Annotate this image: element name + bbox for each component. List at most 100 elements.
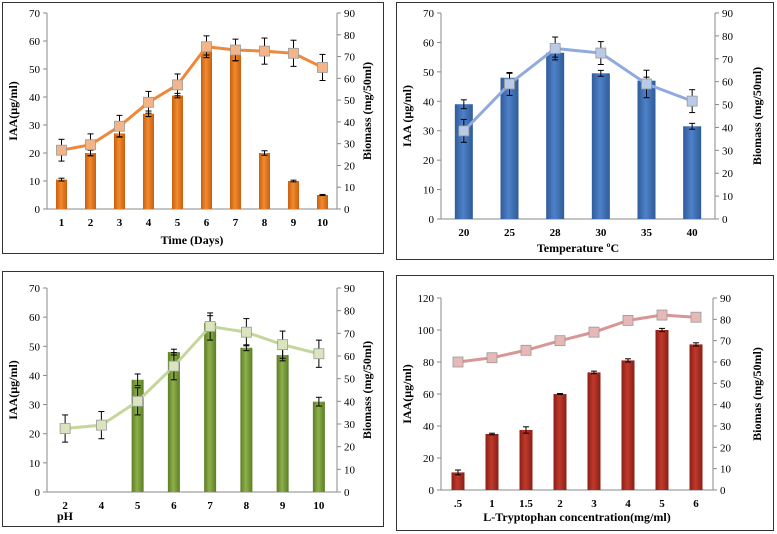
biomass-point [114,120,125,132]
y-tick-label: 30 [29,400,41,412]
x-tick-label: 28 [550,227,562,239]
biomass-point [259,45,270,57]
biomass-point [132,395,144,407]
x-tick-label: 3 [591,498,597,510]
x-tick-label: 6 [693,498,699,510]
x-tick-label: 6 [204,217,210,229]
biomass-point [317,62,328,73]
y2-tick-label: 40 [720,400,732,412]
y2-tick-label: 80 [344,30,356,42]
biomass-point [690,311,702,323]
biomass-point [549,43,561,54]
bar [519,430,533,490]
bar [689,344,703,490]
y2-tick-label: 60 [722,77,734,89]
y2-tick-label: 0 [344,204,350,216]
y-tick-label: 20 [29,148,41,160]
biomass-point [520,344,532,356]
y-tick-label: 30 [423,126,435,138]
y-axis-title: IAA(µg/ml) [6,360,20,420]
biomass-point [313,348,325,360]
biomass-point [686,95,698,107]
x-tick-label: 5 [659,498,665,510]
y2-tick-label: 90 [344,283,356,295]
y2-tick-label: 10 [344,182,356,194]
bar [683,126,702,219]
y-tick-label: 100 [418,325,435,337]
tryptophan-chart: 0 20 40 60 80 100 120 0 10 20 30 40 50 60 70 80 90 .5 1 1.5… [400,293,764,524]
y2-tick-label: 60 [344,351,356,363]
x-tick-label: 25 [504,227,516,239]
bar [201,49,212,210]
y-tick-label: 0 [429,214,435,226]
y2-tick-label: 0 [720,485,726,497]
biomass-point [486,352,498,364]
y2-tick-label: 70 [344,328,356,340]
y2-tick-label: 10 [720,464,732,476]
x-tick-label: 5 [135,500,141,512]
x-tick-label: 30 [595,227,607,239]
bar [591,73,610,219]
x-tick-label: 7 [207,500,213,512]
y-tick-label: 70 [29,8,41,20]
bar [621,360,635,490]
bar [114,133,125,209]
biomass-point [656,309,668,321]
biomass-point [143,96,154,108]
biomass-point [641,78,652,90]
y2-axis-title: Biomass (mg/50ml) [750,67,764,165]
x-tick-label: 4 [99,500,105,512]
bar [485,434,499,490]
y-tick-label: 60 [29,36,41,48]
y-tick-label: 10 [29,458,41,470]
y2-tick-label: 80 [344,306,356,318]
biomass-point [85,139,96,151]
biomass-point [95,419,107,431]
x-tick-label: 2 [88,217,94,229]
y2-tick-label: 30 [722,145,734,157]
x-axis-title: L-Tryptophan concentration(mg/ml) [483,510,670,524]
y2-tick-label: 0 [722,214,728,226]
bar [85,153,96,209]
y2-tick-label: 40 [344,117,356,129]
biomass-point [230,44,241,56]
y2-tick-label: 60 [720,357,732,369]
y-axis-title: IAA(µg/ml) [400,364,414,424]
y-tick-label: 10 [29,176,41,188]
temperature-chart: 0 10 20 30 40 50 60 70 0 10 20 30 40 50 60 70 80 90 20 25 28… [400,8,764,255]
y-tick-label: 40 [423,96,435,108]
y-tick-label: 50 [423,67,435,79]
x-tick-label: 5 [175,217,181,229]
biomass-point [452,356,464,368]
y-axis-title: IAA (µg/ml) [400,85,414,147]
chart-panel-ph: 0 10 20 30 40 50 60 70 0 10 20 30 40 50 60 70 80 90 2 4 5 6 7 8… [2,271,384,527]
x-tick-label: 3 [117,217,123,229]
y-axis-title: IAA(µg/ml) [6,81,20,141]
biomass-line [457,313,697,364]
biomass-point [59,423,71,434]
x-tick-label: 20 [458,227,470,239]
y-tick-label: 70 [423,8,435,20]
y2-tick-label: 70 [722,54,734,66]
y2-axis-title: Biomass (mg/50ml) [360,62,374,160]
y-tick-label: 120 [418,293,435,305]
x-tick-label: .5 [454,498,463,510]
x-tick-label: 40 [687,227,699,239]
x-tick-label: 1 [59,217,65,229]
bar [230,55,241,209]
bar [587,372,601,490]
x-tick-label: 4 [146,217,152,229]
x-tick-label: 7 [233,217,239,229]
x-axis-title: Time (Days) [161,233,224,247]
y-tick-label: 50 [29,64,41,76]
y-tick-label: 40 [29,370,41,382]
chart-panel-temperature: 0 10 20 30 40 50 60 70 0 10 20 30 40 50 60 70 80 90 20 25 28… [396,2,774,260]
y2-tick-label: 90 [720,293,732,305]
y-tick-label: 0 [35,204,41,216]
x-axis-title: pH [57,509,74,523]
y-tick-label: 80 [423,357,435,369]
x-tick-label: 8 [262,217,268,229]
y2-tick-label: 30 [344,419,356,431]
y2-tick-label: 50 [344,95,356,107]
y2-tick-label: 50 [722,100,734,112]
